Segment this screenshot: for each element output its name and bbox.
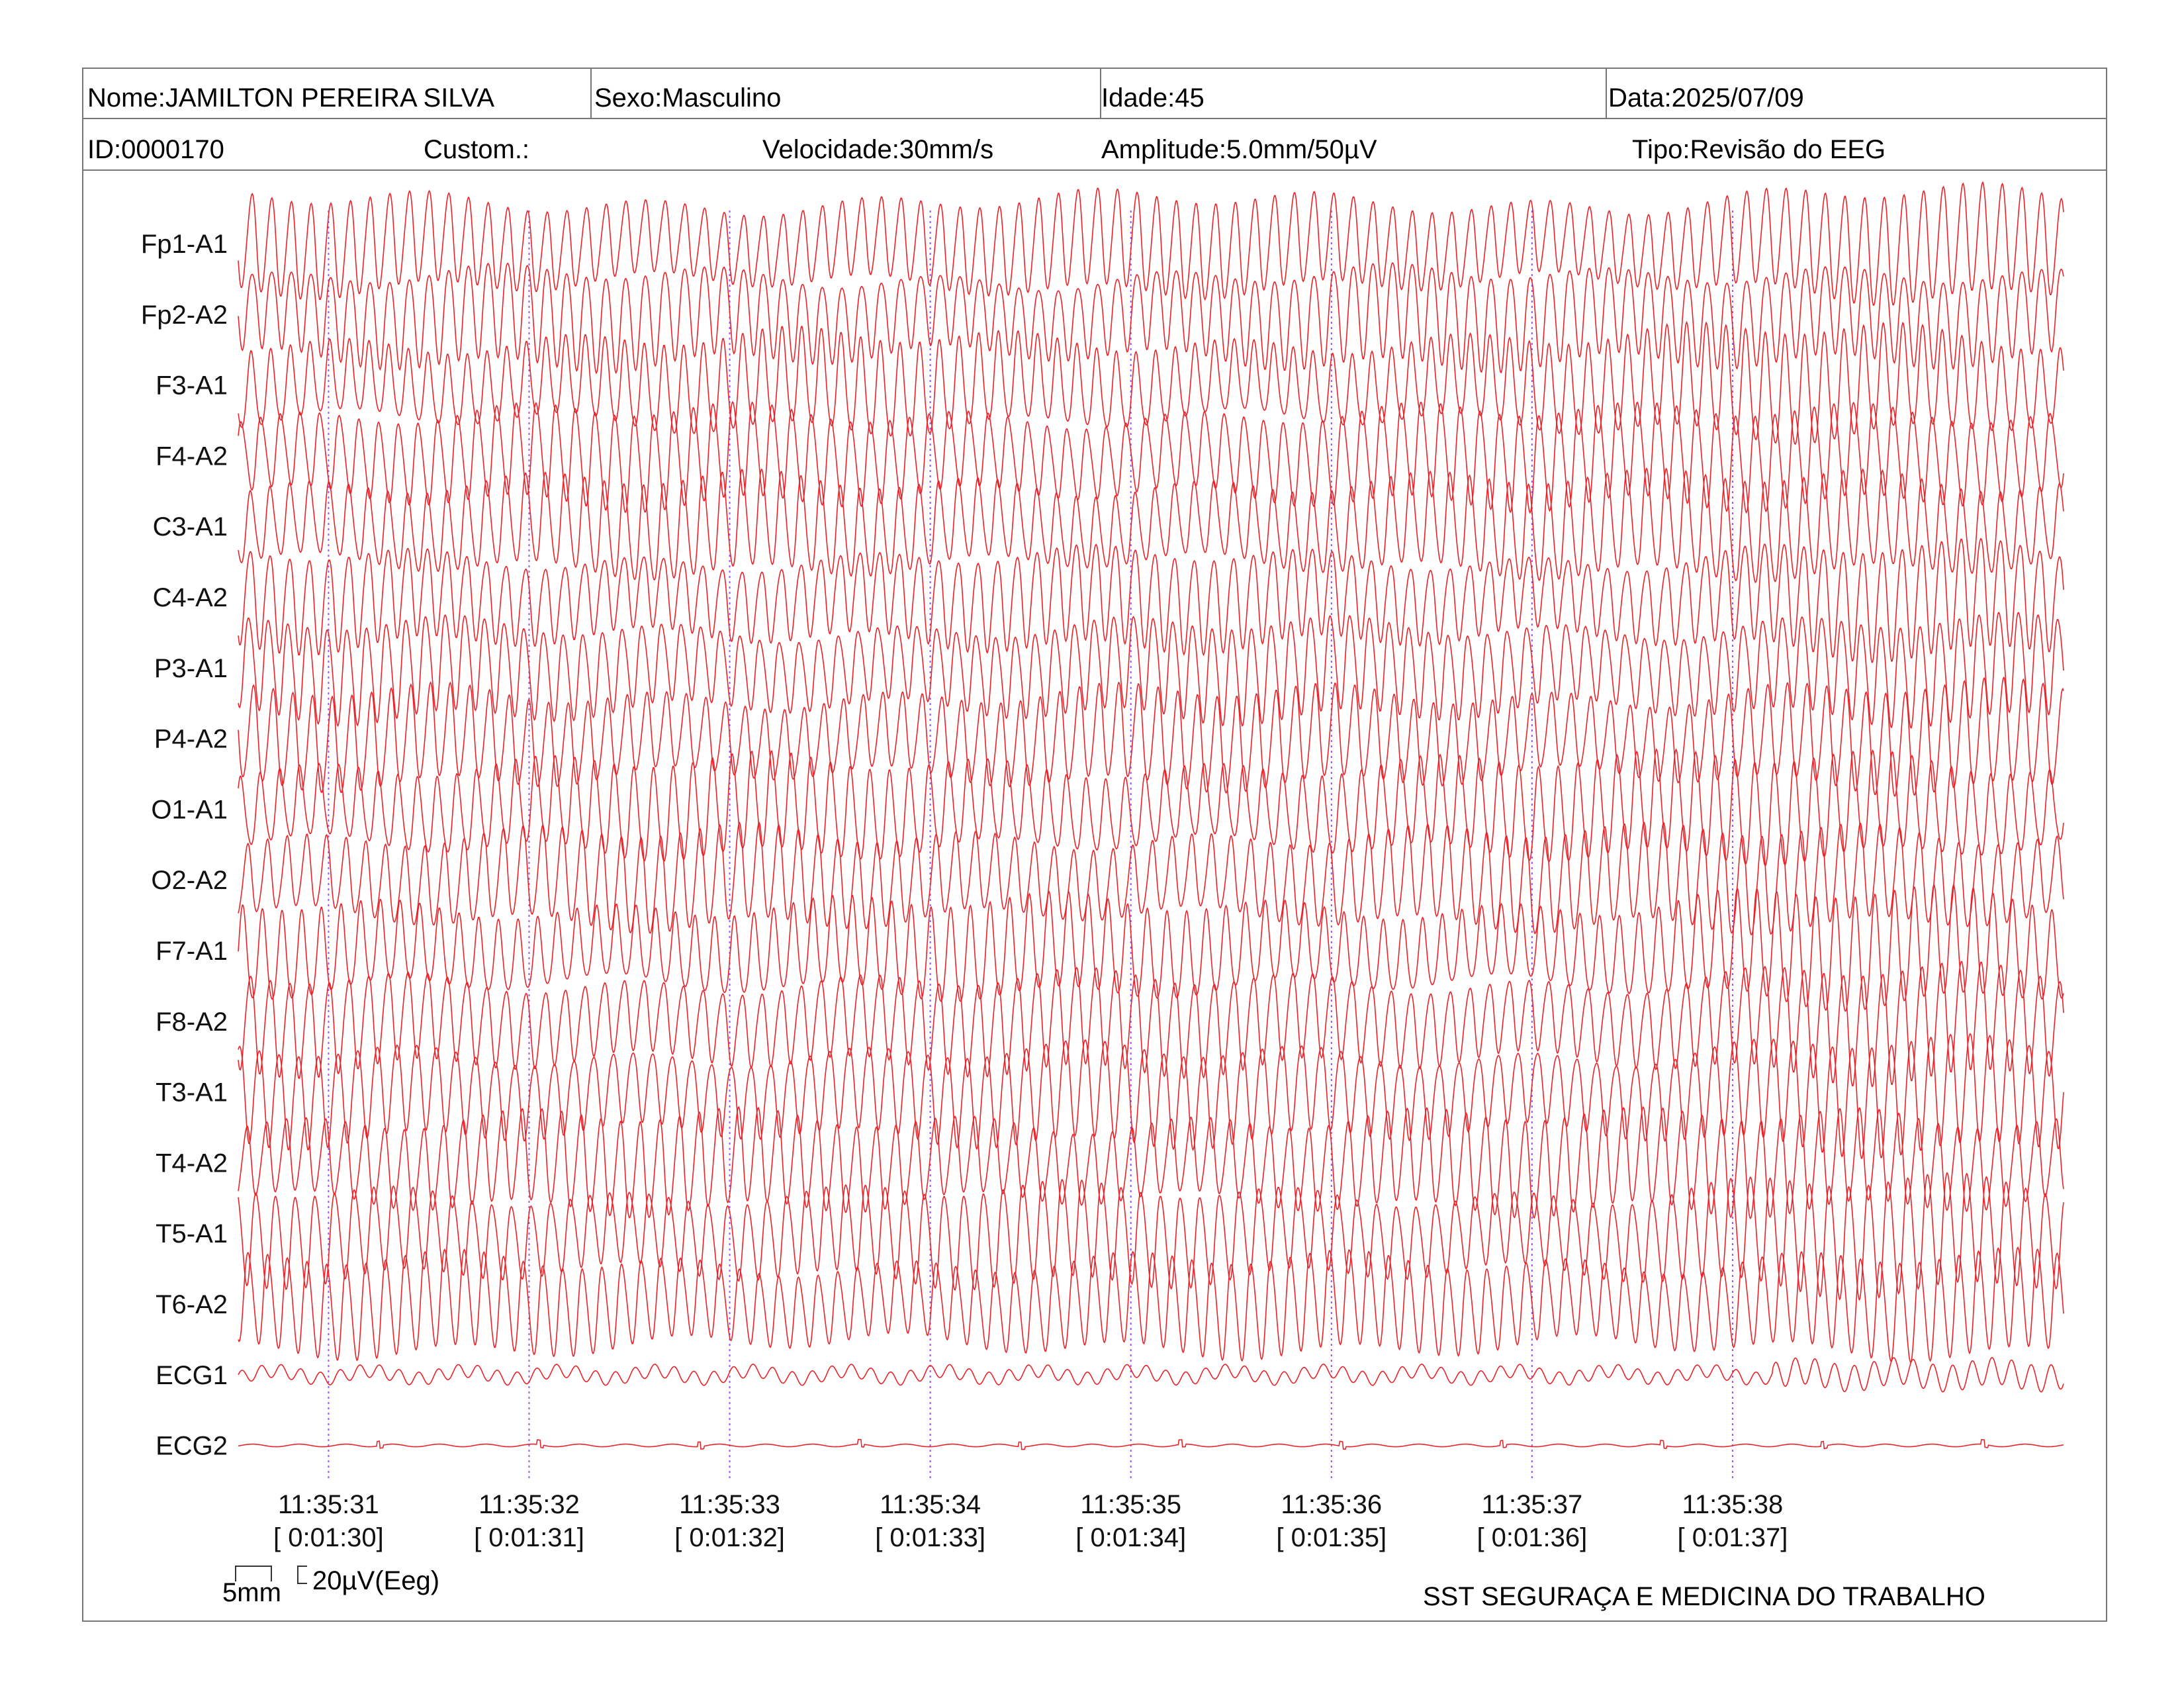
channel-label: Fp1-A1 <box>141 230 228 259</box>
time-elapsed-label: [ 0:01:31] <box>474 1523 584 1552</box>
channel-label: O1-A1 <box>151 795 228 824</box>
time-elapsed-label: [ 0:01:34] <box>1075 1523 1186 1552</box>
patient-id: ID:0000170 <box>87 135 224 164</box>
channel-trace-t6-a2 <box>238 1246 2064 1364</box>
time-elapsed-label: [ 0:01:35] <box>1276 1523 1387 1552</box>
time-elapsed-label: [ 0:01:32] <box>674 1523 785 1552</box>
time-elapsed-label: [ 0:01:37] <box>1678 1523 1788 1552</box>
channel-trace-fp2-a2 <box>238 262 2064 375</box>
channel-trace-ecg1 <box>238 1356 2064 1393</box>
channel-trace-p4-a2 <box>238 676 2064 797</box>
channel-trace-p3-a1 <box>238 612 2064 729</box>
exam-type: Tipo:Revisão do EEG <box>1632 135 1886 164</box>
patient-sex: Sexo:Masculino <box>594 83 782 113</box>
channel-label: O2-A2 <box>151 866 228 895</box>
time-elapsed-label: [ 0:01:30] <box>273 1523 384 1552</box>
channel-trace-ecg2 <box>238 1438 2064 1450</box>
patient-name: Nome:JAMILTON PEREIRA SILVA <box>87 83 494 113</box>
channel-label: T5-A1 <box>156 1219 228 1248</box>
company-name: SST SEGURAÇA E MEDICINA DO TRABALHO <box>1423 1582 1985 1611</box>
amplitude-scale-label: 20µV(Eeg) <box>312 1566 440 1595</box>
channel-label: C4-A2 <box>153 583 228 612</box>
time-clock-label: 11:35:35 <box>1080 1490 1181 1519</box>
time-labels: 11:35:31 [ 0:01:30] 11:35:32 [ 0:01:31] 11:3… <box>273 1490 1788 1552</box>
header-divider-1 <box>83 118 2106 119</box>
custom-field: Custom.: <box>424 135 530 164</box>
channel-label: F3-A1 <box>156 371 228 400</box>
channel-label: ECG2 <box>156 1432 228 1461</box>
channel-trace-f8-a2 <box>238 961 2064 1087</box>
channel-trace-fp1-a1 <box>238 181 2064 306</box>
time-elapsed-label: [ 0:01:33] <box>875 1523 985 1552</box>
channel-label: ECG1 <box>156 1361 228 1390</box>
time-clock-label: 11:35:36 <box>1281 1490 1382 1519</box>
channel-label: T6-A2 <box>156 1290 228 1319</box>
eeg-traces <box>238 181 2064 1450</box>
time-clock-label: 11:35:31 <box>278 1490 379 1519</box>
channel-trace-f7-a1 <box>238 884 2064 1012</box>
channel-label: P4-A2 <box>154 725 228 754</box>
header-cell-divider <box>1100 69 1101 119</box>
time-clock-label: 11:35:32 <box>478 1490 580 1519</box>
channel-trace-o1-a1 <box>238 748 2064 867</box>
patient-age: Idade:45 <box>1101 83 1205 113</box>
report-frame <box>82 68 2107 1622</box>
channel-label: F4-A2 <box>156 442 228 471</box>
time-clock-label: 11:35:34 <box>880 1490 981 1519</box>
time-clock-label: 11:35:38 <box>1682 1490 1784 1519</box>
channel-labels: Fp1-A1 Fp2-A2 F3-A1 F4-A2 C3-A1 C4-A2 P3-A1 P4-… <box>141 230 228 1461</box>
time-clock-label: 11:35:33 <box>679 1490 780 1519</box>
channel-trace-c3-a1 <box>238 467 2064 583</box>
time-scale-bar-icon <box>235 1566 272 1581</box>
channel-trace-o2-a2 <box>238 821 2064 936</box>
channel-label: C3-A1 <box>153 512 228 541</box>
channel-label: P3-A1 <box>154 654 228 683</box>
header-cell-divider <box>590 69 592 119</box>
channel-label: F7-A1 <box>156 937 228 966</box>
channel-trace-f4-a2 <box>238 400 2064 514</box>
time-clock-label: 11:35:37 <box>1481 1490 1582 1519</box>
channel-trace-f3-a1 <box>238 320 2064 445</box>
header-cell-divider <box>1606 69 1607 119</box>
channel-label: F8-A2 <box>156 1008 228 1037</box>
time-scale-label: 5mm <box>222 1578 281 1607</box>
time-elapsed-label: [ 0:01:36] <box>1477 1523 1587 1552</box>
channel-label: T3-A1 <box>156 1078 228 1107</box>
channel-label: T4-A2 <box>156 1149 228 1178</box>
channel-label: Fp2-A2 <box>141 301 228 330</box>
amplitude-setting: Amplitude:5.0mm/50µV <box>1101 135 1377 164</box>
header-divider-2 <box>83 169 2106 171</box>
channel-trace-t4-a2 <box>238 1105 2064 1220</box>
channel-trace-t3-a1 <box>238 1033 2064 1159</box>
speed-setting: Velocidade:30mm/s <box>762 135 994 164</box>
exam-date: Data:2025/07/09 <box>1608 83 1804 113</box>
amplitude-scale-bar-icon <box>297 1566 307 1584</box>
channel-trace-c4-a2 <box>238 538 2064 663</box>
